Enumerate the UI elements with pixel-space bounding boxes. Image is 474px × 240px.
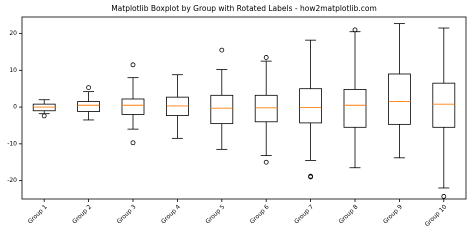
outlier xyxy=(441,194,447,199)
box xyxy=(387,73,411,125)
x-tick-label: Group 9 xyxy=(382,203,404,225)
outlier xyxy=(130,140,136,146)
x-tick-label: Group 4 xyxy=(160,203,182,225)
x-tick-label: Group 3 xyxy=(116,203,138,225)
x-tick-label: Group 7 xyxy=(293,203,315,225)
y-tick-label: -20 xyxy=(7,177,17,184)
y-tick-label: 0 xyxy=(13,104,17,111)
y-tick-label: -10 xyxy=(7,140,17,147)
box xyxy=(299,88,323,124)
x-tick-label: Group 2 xyxy=(71,203,93,225)
outlier xyxy=(263,159,269,165)
outlier xyxy=(308,174,314,180)
x-tick-label: Group 1 xyxy=(27,203,49,225)
outlier xyxy=(352,27,358,33)
y-tick-label: 20 xyxy=(9,30,17,37)
box xyxy=(121,98,145,115)
outlier xyxy=(219,47,225,53)
outlier xyxy=(41,113,47,119)
x-tick-label: Group 6 xyxy=(249,203,271,225)
x-tick-label: Group 10 xyxy=(424,203,449,228)
outlier xyxy=(263,55,269,60)
box xyxy=(77,101,100,112)
x-tick-label: Group 8 xyxy=(338,203,360,225)
box xyxy=(432,82,456,128)
box xyxy=(210,94,234,125)
box xyxy=(254,94,278,123)
plot-frame xyxy=(21,16,467,200)
chart-title: Matplotlib Boxplot by Group with Rotated… xyxy=(111,4,377,13)
y-tick-label: 10 xyxy=(9,67,17,74)
box xyxy=(343,89,367,128)
outlier xyxy=(86,85,91,90)
outlier xyxy=(130,62,136,68)
x-tick-label: Group 5 xyxy=(204,203,226,225)
